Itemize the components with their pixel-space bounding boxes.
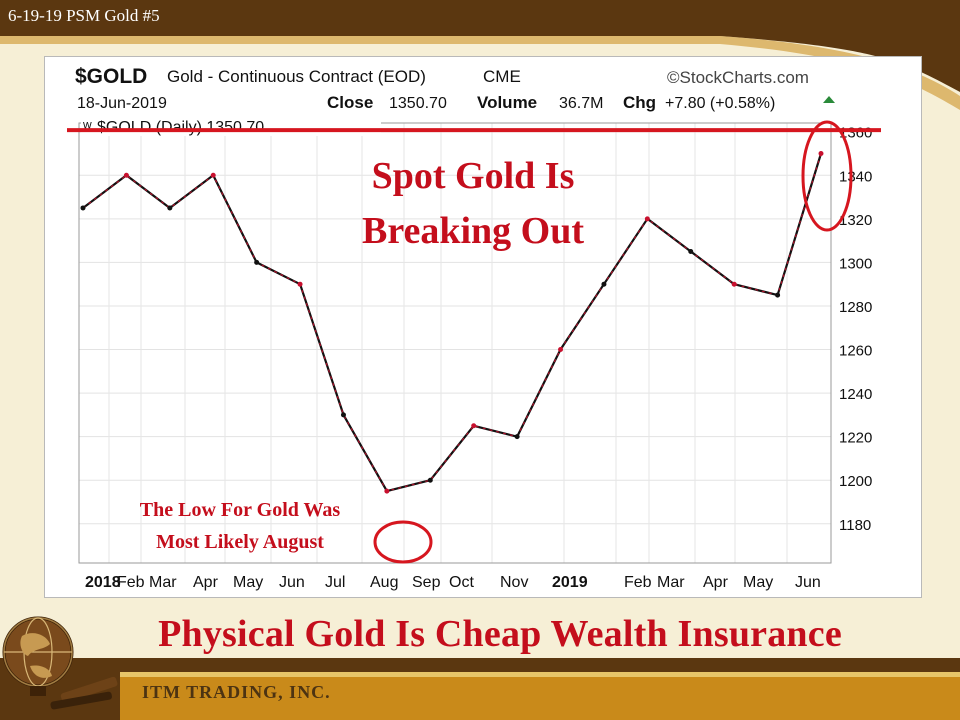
x-tick-label: May: [743, 574, 773, 591]
x-tick-label: Jun: [279, 574, 305, 591]
close-value: 1350.70: [389, 95, 447, 112]
data-point: [210, 172, 216, 178]
data-point: [775, 292, 781, 298]
breakout-highlight-circle: [801, 120, 853, 232]
data-point: [558, 347, 564, 353]
x-tick-label: Feb: [117, 574, 145, 591]
data-point: [254, 259, 260, 265]
data-point: [818, 150, 824, 156]
chart-legend: $GOLD (Daily) 1350.70: [97, 119, 264, 136]
data-point: [644, 216, 650, 222]
data-point: [167, 205, 173, 211]
gold-price-chart: 1180120012201240126012801300132013401360…: [67, 65, 881, 591]
data-point: [731, 281, 737, 287]
x-tick-label: Sep: [412, 574, 441, 591]
data-point: [514, 434, 520, 440]
globe-compass-logo: [2, 616, 118, 710]
x-tick-label: Jun: [795, 574, 821, 591]
x-tick-label: Mar: [657, 574, 685, 591]
chart-symbol: $GOLD: [75, 65, 147, 88]
data-point: [427, 477, 433, 483]
chg-value: +7.80 (+0.58%): [665, 95, 775, 112]
y-tick-label: 1280: [839, 299, 872, 316]
y-tick-label: 1240: [839, 386, 872, 403]
x-tick-label: 2018: [85, 574, 121, 591]
volume-label: Volume: [477, 93, 537, 112]
x-tick-label: Apr: [193, 574, 219, 591]
company-name: ITM TRADING, INC.: [142, 682, 331, 702]
y-tick-label: 1200: [839, 473, 872, 490]
x-tick-label: Jul: [325, 574, 345, 591]
x-tick-label: May: [233, 574, 263, 591]
low-annotation-line1: The Low For Gold Was: [140, 499, 341, 521]
data-point: [80, 205, 86, 211]
x-tick-label: Feb: [624, 574, 652, 591]
up-triangle-icon: [823, 96, 835, 103]
series-line-gold: [82, 153, 823, 493]
chart-description: Gold - Continuous Contract (EOD): [167, 67, 426, 86]
series-line-gold-red-overlay: [82, 153, 822, 492]
chart-exchange: CME: [483, 67, 521, 86]
data-point: [384, 488, 390, 494]
slide-tag: 6-19-19 PSM Gold #5: [8, 6, 160, 25]
data-point: [601, 281, 607, 287]
x-tick-label: Aug: [370, 574, 398, 591]
chart-brand: ©StockCharts.com: [667, 68, 809, 87]
chg-label: Chg: [623, 93, 656, 112]
data-point: [471, 423, 477, 429]
chart-date: 18-Jun-2019: [77, 95, 167, 112]
price-bars: [80, 150, 824, 494]
x-tick-label: Oct: [449, 574, 474, 591]
x-tick-label: Nov: [500, 574, 528, 591]
y-tick-label: 1180: [839, 517, 871, 534]
chart-panel: 1180 1200 1220 1240 1260 1280 1300 1320 1340 1360…: [44, 56, 922, 598]
y-tick-label: 1220: [839, 430, 872, 447]
data-point: [297, 281, 303, 287]
volume-value: 36.7M: [559, 95, 603, 112]
x-tick-label: 2019: [552, 574, 588, 591]
y-tick-label: 1260: [839, 343, 872, 360]
breakout-annotation-line1: Spot Gold Is: [372, 155, 575, 197]
close-label: Close: [327, 93, 373, 112]
low-highlight-circle: [373, 520, 433, 564]
slide-headline: Physical Gold Is Cheap Wealth Insurance: [158, 613, 842, 655]
y-tick-label: 1300: [839, 255, 872, 272]
x-tick-label: Mar: [149, 574, 177, 591]
data-point: [340, 412, 346, 418]
data-point: [688, 249, 694, 255]
plot-frame: [78, 122, 832, 564]
low-annotation-line2: Most Likely August: [156, 531, 324, 553]
data-point: [123, 172, 129, 178]
y-tick-label: 1340: [839, 168, 872, 185]
y-tick-label: 1320: [839, 212, 872, 229]
x-tick-label: Apr: [703, 574, 729, 591]
breakout-annotation-line2: Breaking Out: [362, 210, 584, 252]
legend-marker-icon: ᵂ: [83, 119, 92, 135]
chart-grid: [78, 122, 832, 564]
